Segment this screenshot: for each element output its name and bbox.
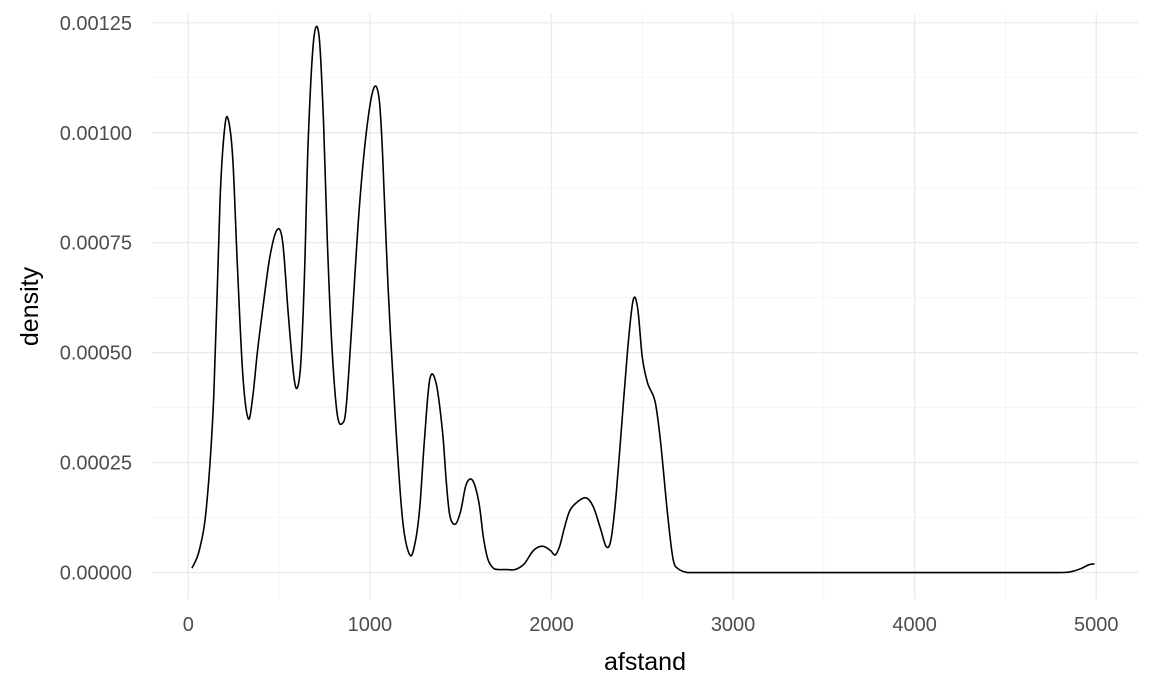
x-tick-label: 1000 bbox=[348, 614, 393, 636]
y-axis-title: density bbox=[16, 266, 44, 346]
y-tick-label: 0.00125 bbox=[60, 13, 132, 35]
x-tick-label: 2000 bbox=[529, 614, 574, 636]
y-tick-label: 0.00025 bbox=[60, 453, 132, 475]
x-tick-label: 0 bbox=[183, 614, 194, 636]
y-tick-label: 0.00000 bbox=[60, 563, 132, 585]
x-tick-label: 3000 bbox=[711, 614, 756, 636]
x-axis-ticks: 0 1000 2000 3000 4000 5000 bbox=[183, 614, 1119, 636]
y-tick-label: 0.00075 bbox=[60, 233, 132, 255]
minor-grid bbox=[152, 14, 1138, 599]
x-axis-title: afstand bbox=[604, 648, 686, 676]
density-curve bbox=[191, 25, 1095, 574]
series-layer bbox=[191, 25, 1095, 574]
y-tick-label: 0.00050 bbox=[60, 343, 132, 365]
x-tick-label: 4000 bbox=[892, 614, 937, 636]
y-axis-ticks: 0.00000 0.00025 0.00050 0.00075 0.00100 0.001… bbox=[60, 13, 132, 585]
y-tick-label: 0.00100 bbox=[60, 123, 132, 145]
x-tick-label: 5000 bbox=[1074, 614, 1119, 636]
major-grid bbox=[152, 14, 1138, 599]
